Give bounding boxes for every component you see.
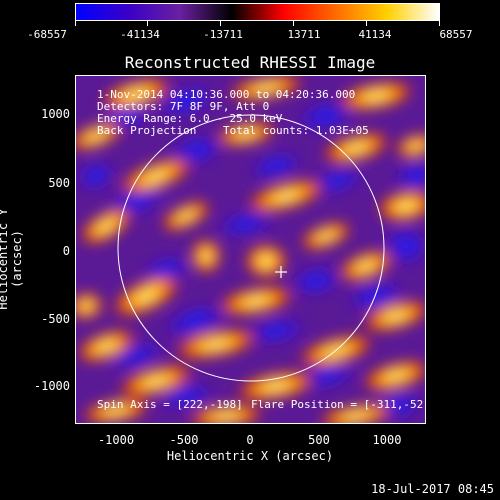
- plot-title: Reconstructed RHESSI Image: [124, 53, 376, 72]
- bright-fringe: [361, 299, 425, 333]
- bright-fringe: [216, 285, 296, 317]
- bright-fringe: [226, 76, 306, 102]
- colorbar-tick: [366, 21, 367, 26]
- colorbar-tick: [439, 21, 440, 26]
- bright-fringe: [214, 120, 278, 148]
- colorbar-tick-label: 13711: [287, 28, 321, 41]
- rhessi-image-panel: 1-Nov-2014 04:10:36.000 to 04:20:36.000 …: [75, 75, 426, 424]
- reconstructed-image: [76, 76, 425, 423]
- x-tick-label: -500: [169, 433, 199, 447]
- bright-fringe: [160, 199, 212, 233]
- bright-fringe: [244, 243, 288, 279]
- colorbar-tick: [220, 21, 221, 26]
- bright-fringe: [79, 206, 133, 246]
- colorbar-tick: [147, 21, 148, 26]
- bright-fringe: [110, 274, 182, 318]
- dark-fringe: [296, 101, 356, 131]
- flare-position-label: Flare Position = [-311,-52]: [251, 398, 426, 411]
- bright-fringe: [234, 370, 318, 402]
- dark-fringe: [394, 161, 425, 191]
- bright-fringe: [190, 238, 222, 274]
- y-tick-label: 0: [62, 244, 70, 258]
- colorbar-tick-label: 41134: [358, 28, 392, 41]
- x-tick-label: 1000: [372, 433, 402, 447]
- y-tick-label: 1000: [41, 107, 70, 121]
- dark-fringe: [162, 304, 230, 338]
- x-tick-label: 0: [246, 433, 254, 447]
- bright-fringe: [80, 397, 152, 423]
- bright-fringe: [321, 131, 391, 165]
- bright-fringe: [76, 328, 137, 364]
- dark-fringe: [248, 152, 304, 180]
- bright-fringe: [99, 77, 173, 111]
- bright-fringe: [336, 80, 416, 112]
- bright-fringe: [76, 120, 125, 152]
- dark-fringe: [76, 161, 116, 191]
- colorbar-tick: [75, 21, 76, 26]
- colorbar-tick-label: -13711: [203, 28, 243, 41]
- bright-fringe: [118, 157, 194, 195]
- dark-fringe: [244, 317, 308, 345]
- bright-fringe: [76, 291, 104, 321]
- total-counts-label: Total counts: 1.03E+05: [223, 124, 369, 137]
- colorbar-tick-label: -41134: [120, 28, 160, 41]
- bright-fringe: [172, 328, 260, 360]
- dark-fringe: [290, 266, 342, 296]
- detectors-label: Detectors: 7F 8F 9F, Att 0: [97, 100, 270, 113]
- bright-fringe: [316, 402, 396, 423]
- colorbar-tick: [293, 21, 294, 26]
- bright-fringe: [337, 249, 395, 283]
- y-tick-label: 500: [48, 176, 70, 190]
- method-label: Back Projection: [97, 124, 197, 137]
- x-axis-label: Heliocentric X (arcsec): [166, 449, 334, 463]
- bright-fringe: [245, 178, 327, 214]
- generated-date: 18-Jul-2017 08:45: [371, 482, 494, 496]
- energy-range-label: Energy Range: 6.0 - 25.0 keV: [97, 112, 283, 125]
- colorbar: [75, 3, 440, 21]
- bright-fringe: [117, 363, 195, 399]
- bright-fringe: [394, 133, 425, 159]
- y-tick-label: -500: [41, 312, 70, 326]
- x-tick-label: 500: [308, 433, 330, 447]
- time-range-label: 1-Nov-2014 04:10:36.000 to 04:20:36.000: [97, 88, 356, 101]
- bright-fringe: [361, 359, 425, 393]
- colorbar-tick-label: -68557: [27, 28, 67, 41]
- y-tick-label: -1000: [33, 379, 70, 393]
- x-tick-label: -1000: [97, 433, 135, 447]
- dark-fringe: [156, 85, 216, 117]
- bright-fringe: [376, 189, 425, 223]
- colorbar-tick-label: 68557: [439, 28, 473, 41]
- bright-fringe: [186, 403, 266, 423]
- y-axis-label: Heliocentric Y (arcsec): [0, 208, 24, 310]
- bright-fringe: [299, 221, 353, 251]
- dark-fringe: [216, 211, 276, 237]
- solar-limb-circle: [117, 114, 385, 382]
- spin-axis-marker: [275, 266, 287, 278]
- spin-axis-label: Spin Axis = [222,-198]: [97, 398, 243, 411]
- bright-fringe: [297, 333, 375, 369]
